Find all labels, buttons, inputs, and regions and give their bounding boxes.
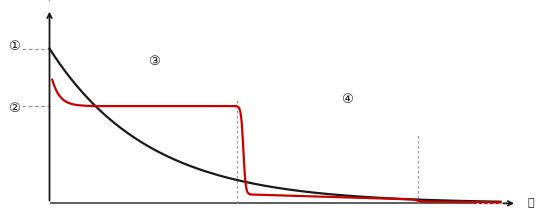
Text: ☀: ☀ xyxy=(43,0,56,4)
Text: ⌛: ⌛ xyxy=(527,198,534,208)
Text: ①: ① xyxy=(8,40,20,53)
Text: ③: ③ xyxy=(148,55,160,68)
Text: ②: ② xyxy=(8,102,20,115)
Text: ④: ④ xyxy=(340,93,353,106)
